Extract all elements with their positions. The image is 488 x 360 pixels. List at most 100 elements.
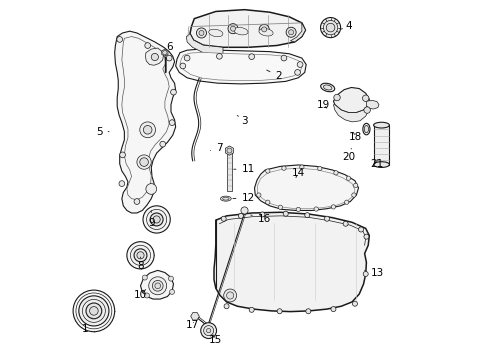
Circle shape (73, 290, 115, 332)
Circle shape (352, 301, 357, 306)
Circle shape (294, 69, 300, 75)
Circle shape (313, 207, 318, 211)
Ellipse shape (220, 196, 231, 201)
Circle shape (120, 152, 125, 158)
Circle shape (166, 55, 172, 61)
Circle shape (288, 30, 293, 35)
Ellipse shape (208, 29, 223, 37)
Circle shape (196, 28, 206, 38)
Circle shape (76, 293, 112, 329)
Text: 4: 4 (340, 21, 351, 31)
Polygon shape (214, 212, 368, 312)
Text: 10: 10 (134, 289, 147, 300)
Circle shape (324, 216, 329, 221)
Circle shape (184, 55, 190, 61)
Circle shape (358, 227, 363, 232)
Circle shape (305, 309, 310, 314)
Circle shape (160, 141, 165, 147)
Circle shape (144, 293, 149, 298)
Polygon shape (257, 168, 354, 209)
Circle shape (238, 213, 243, 219)
Circle shape (227, 24, 238, 34)
Circle shape (145, 184, 156, 194)
Circle shape (117, 37, 122, 42)
Text: 2: 2 (266, 70, 281, 81)
Circle shape (169, 289, 174, 294)
Circle shape (143, 126, 152, 134)
Circle shape (140, 122, 155, 138)
Circle shape (351, 193, 355, 197)
Circle shape (320, 18, 340, 38)
Circle shape (79, 296, 109, 326)
Circle shape (153, 216, 160, 223)
Circle shape (119, 181, 124, 186)
Circle shape (261, 27, 266, 32)
Circle shape (353, 183, 357, 188)
Circle shape (325, 23, 334, 32)
Circle shape (130, 245, 150, 265)
Circle shape (203, 325, 213, 336)
Circle shape (304, 213, 309, 218)
Circle shape (201, 323, 216, 338)
Circle shape (285, 27, 296, 37)
Ellipse shape (320, 83, 334, 92)
Circle shape (216, 53, 222, 59)
Ellipse shape (373, 122, 388, 128)
Circle shape (86, 303, 102, 319)
Circle shape (323, 21, 337, 35)
Circle shape (226, 292, 233, 299)
Circle shape (140, 158, 148, 166)
Circle shape (137, 155, 151, 169)
Circle shape (317, 166, 321, 171)
Circle shape (330, 205, 335, 209)
Text: 6: 6 (164, 42, 172, 56)
Circle shape (283, 211, 287, 216)
Polygon shape (333, 87, 368, 113)
Ellipse shape (323, 85, 331, 90)
Circle shape (249, 307, 254, 312)
Text: 17: 17 (185, 320, 199, 330)
Circle shape (265, 200, 269, 204)
Circle shape (330, 307, 335, 312)
Circle shape (89, 307, 98, 315)
Polygon shape (140, 270, 173, 299)
Circle shape (169, 120, 175, 126)
Circle shape (223, 289, 236, 302)
Circle shape (344, 200, 348, 204)
Circle shape (126, 242, 154, 269)
Circle shape (248, 54, 254, 59)
Bar (373, 125, 388, 165)
Circle shape (362, 95, 368, 102)
Text: 15: 15 (209, 334, 222, 345)
Polygon shape (115, 31, 175, 213)
Text: 12: 12 (232, 193, 254, 203)
Polygon shape (333, 105, 367, 122)
Text: 3: 3 (237, 116, 247, 126)
Circle shape (226, 148, 231, 153)
Circle shape (299, 165, 304, 169)
Polygon shape (186, 34, 223, 55)
Text: 7: 7 (210, 143, 222, 153)
Circle shape (82, 300, 105, 322)
Circle shape (343, 221, 347, 226)
Text: 20: 20 (341, 148, 354, 162)
Circle shape (363, 107, 369, 113)
Text: 8: 8 (137, 257, 143, 271)
Circle shape (281, 166, 285, 170)
Circle shape (146, 210, 166, 229)
Circle shape (137, 252, 144, 259)
Circle shape (278, 205, 282, 210)
Circle shape (363, 234, 368, 239)
Text: 1: 1 (81, 318, 92, 334)
Circle shape (296, 207, 300, 212)
Circle shape (260, 212, 264, 217)
Circle shape (230, 26, 235, 31)
Polygon shape (366, 100, 378, 109)
Circle shape (224, 304, 228, 309)
Text: 5: 5 (96, 127, 109, 136)
Polygon shape (254, 165, 358, 211)
Circle shape (163, 50, 167, 55)
Circle shape (363, 271, 367, 276)
Text: 18: 18 (348, 132, 362, 142)
Text: 16: 16 (250, 215, 270, 224)
